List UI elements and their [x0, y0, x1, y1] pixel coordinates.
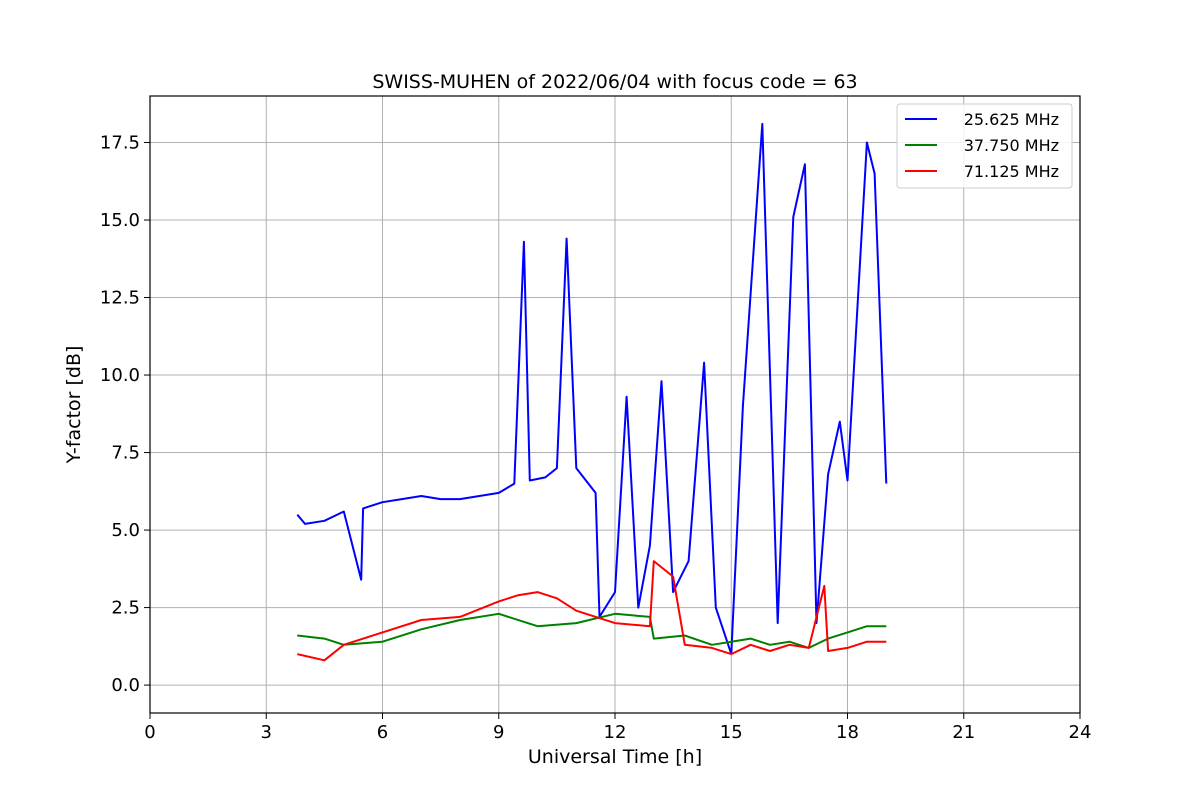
x-tick-label: 3 — [261, 722, 272, 743]
y-tick-label: 7.5 — [111, 443, 140, 464]
y-tick-label: 10.0 — [100, 365, 140, 386]
x-tick-label: 15 — [720, 722, 743, 743]
x-tick-label: 6 — [377, 722, 388, 743]
legend-label: 37.750 MHz — [964, 136, 1059, 155]
legend: 25.625 MHz 37.750 MHz 71.125 MHz — [896, 103, 1073, 189]
series-line-2 — [297, 560, 887, 662]
x-tick-label: 18 — [836, 722, 859, 743]
x-axis-ticks: 0 3 6 9 12 15 18 21 24 — [144, 713, 1091, 743]
series-line-0 — [296, 122, 888, 656]
y-tick-label: 12.5 — [100, 288, 140, 309]
x-axis-label: Universal Time [h] — [528, 746, 702, 768]
y-tick-label: 0.0 — [111, 675, 140, 696]
y-tick-label: 15.0 — [100, 210, 140, 231]
series-layer — [296, 122, 888, 662]
y-tick-label: 5.0 — [111, 520, 140, 541]
x-tick-label: 0 — [144, 722, 155, 743]
y-axis-label: Y-factor [dB] — [63, 346, 85, 465]
legend-label: 71.125 MHz — [964, 162, 1059, 181]
x-tick-label: 9 — [493, 722, 504, 743]
y-tick-label: 2.5 — [111, 598, 140, 619]
y-axis-ticks: 0.0 2.5 5.0 7.5 10.0 12.5 15.0 17.5 — [100, 133, 150, 696]
series-line-1 — [297, 612, 887, 649]
chart-title: SWISS-MUHEN of 2022/06/04 with focus cod… — [372, 71, 857, 93]
legend-label: 25.625 MHz — [964, 110, 1059, 129]
x-tick-label: 21 — [952, 722, 975, 743]
legend-box — [896, 103, 1073, 189]
x-tick-label: 24 — [1069, 722, 1092, 743]
x-tick-label: 12 — [604, 722, 627, 743]
y-tick-label: 17.5 — [100, 133, 140, 154]
